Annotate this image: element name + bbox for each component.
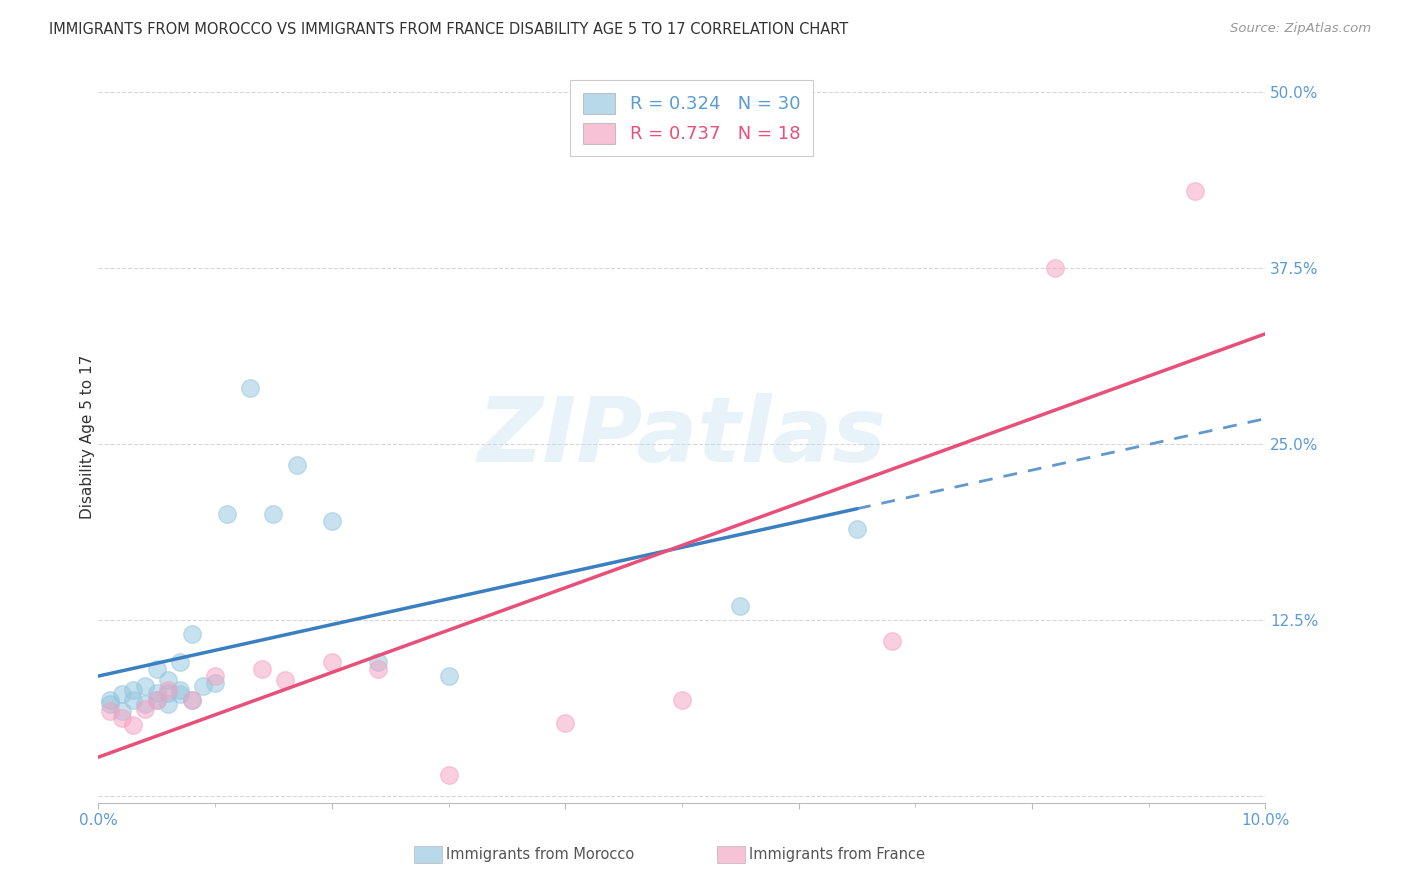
Point bbox=[880, 634, 903, 648]
Point bbox=[146, 662, 169, 676]
Point bbox=[134, 698, 156, 712]
Point bbox=[274, 673, 297, 688]
Point bbox=[845, 521, 868, 535]
Text: ZIPatlas: ZIPatlas bbox=[478, 393, 886, 481]
Text: IMMIGRANTS FROM MOROCCO VS IMMIGRANTS FROM FRANCE DISABILITY AGE 5 TO 17 CORRELA: IMMIGRANTS FROM MOROCCO VS IMMIGRANTS FR… bbox=[49, 22, 848, 37]
Point bbox=[146, 693, 169, 707]
Point bbox=[98, 698, 121, 712]
Point bbox=[122, 693, 145, 707]
Point bbox=[1184, 184, 1206, 198]
Point bbox=[169, 655, 191, 669]
Point bbox=[321, 515, 343, 529]
Point bbox=[204, 676, 226, 690]
Point bbox=[728, 599, 751, 613]
Text: Source: ZipAtlas.com: Source: ZipAtlas.com bbox=[1230, 22, 1371, 36]
Point bbox=[367, 655, 389, 669]
Point bbox=[239, 381, 262, 395]
Point bbox=[180, 627, 202, 641]
Point bbox=[169, 688, 191, 702]
Point bbox=[134, 679, 156, 693]
Point bbox=[250, 662, 273, 676]
Point bbox=[215, 508, 238, 522]
Point bbox=[367, 662, 389, 676]
Point bbox=[671, 693, 693, 707]
Point bbox=[437, 669, 460, 683]
Y-axis label: Disability Age 5 to 17: Disability Age 5 to 17 bbox=[80, 355, 94, 519]
Point bbox=[180, 693, 202, 707]
Point bbox=[157, 686, 180, 700]
Point bbox=[169, 683, 191, 698]
Point bbox=[193, 679, 215, 693]
Point bbox=[98, 705, 121, 719]
Point bbox=[157, 673, 180, 688]
Point bbox=[554, 715, 576, 730]
Point bbox=[157, 683, 180, 698]
Point bbox=[98, 693, 121, 707]
Point bbox=[180, 693, 202, 707]
Point bbox=[321, 655, 343, 669]
Point bbox=[122, 718, 145, 732]
Legend: R = 0.324   N = 30, R = 0.737   N = 18: R = 0.324 N = 30, R = 0.737 N = 18 bbox=[571, 80, 813, 156]
Point bbox=[111, 705, 134, 719]
Point bbox=[1045, 261, 1067, 276]
Point bbox=[146, 693, 169, 707]
Point bbox=[204, 669, 226, 683]
Point bbox=[285, 458, 308, 473]
Text: Immigrants from Morocco: Immigrants from Morocco bbox=[446, 847, 634, 862]
Point bbox=[111, 688, 134, 702]
Text: Immigrants from France: Immigrants from France bbox=[749, 847, 925, 862]
Point bbox=[134, 701, 156, 715]
Point bbox=[262, 508, 284, 522]
Point bbox=[111, 711, 134, 725]
Point bbox=[157, 698, 180, 712]
Point bbox=[122, 683, 145, 698]
Point bbox=[146, 686, 169, 700]
Point bbox=[437, 767, 460, 781]
